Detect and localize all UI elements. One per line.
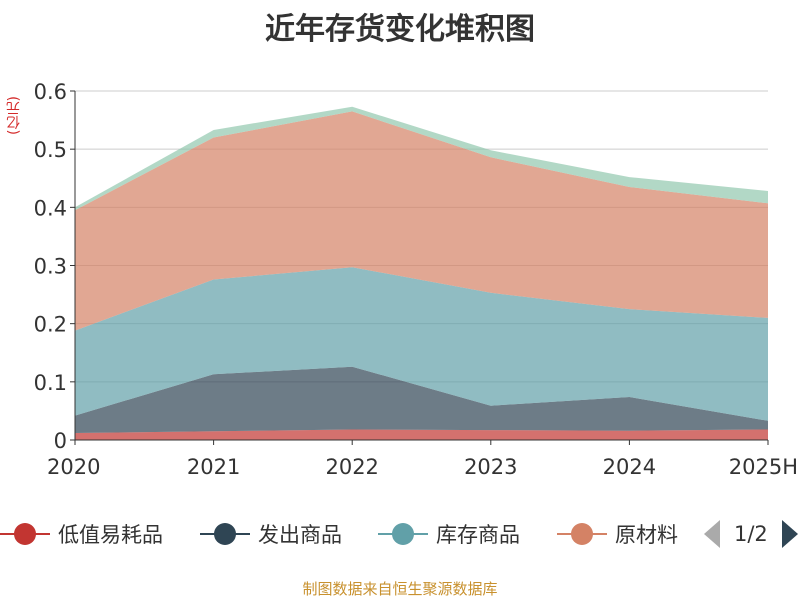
area-series-3 <box>75 111 768 331</box>
legend-label: 原材料 <box>615 523 678 547</box>
legend-marker-icon <box>557 522 607 546</box>
area-series-2 <box>75 267 768 421</box>
legend-item[interactable]: 库存商品 <box>378 512 520 556</box>
legend-marker-icon <box>0 522 50 546</box>
y-tick-label: 0.2 <box>34 313 67 337</box>
legend-page-indicator: 1/2 <box>734 522 768 546</box>
chart-title: 近年存货变化堆积图 <box>265 12 535 47</box>
axes <box>70 90 769 445</box>
y-tick-label: 0.6 <box>34 80 67 104</box>
legend-prev-arrow-icon[interactable] <box>704 520 720 548</box>
x-tick-label: 2024 <box>603 455 656 479</box>
y-tick-label: 0.4 <box>34 196 67 220</box>
area-series <box>75 106 768 440</box>
legend-item[interactable]: 原材料 <box>557 512 678 556</box>
legend-item[interactable]: 发出商品 <box>200 512 342 556</box>
legend-marker-icon <box>378 522 428 546</box>
legend-label: 库存商品 <box>436 523 520 547</box>
y-tick-label: 0 <box>54 429 67 453</box>
legend-marker-icon <box>200 522 250 546</box>
y-tick-label: 0.1 <box>34 371 67 395</box>
x-tick-label: 2022 <box>325 455 378 479</box>
legend-next-arrow-icon[interactable] <box>781 520 798 548</box>
area-series-1 <box>75 366 768 433</box>
legend: 低值易耗品 发出商品 库存商品 原材料 <box>0 512 800 556</box>
x-tick-labels: 2020 2021 2022 2023 2024 2025H <box>47 455 798 479</box>
legend-item[interactable]: 低值易耗品 <box>0 512 163 556</box>
y-tick-label: 0.5 <box>34 138 67 162</box>
source-note: 制图数据来自恒生聚源数据库 <box>302 580 498 598</box>
stacked-area-chart: 0 0.1 0.2 0.3 0.4 0.5 0.6 2020 2021 2022 2023 2024… <box>34 80 798 479</box>
legend-pager: 1/2 <box>700 512 800 556</box>
x-tick-label: 2025H <box>729 455 798 479</box>
y-tick-label: 0.3 <box>34 255 67 279</box>
legend-label: 发出商品 <box>258 523 342 547</box>
y-tick-labels: 0 0.1 0.2 0.3 0.4 0.5 0.6 <box>34 80 67 453</box>
area-series-0 <box>75 429 768 440</box>
legend-label: 低值易耗品 <box>58 523 163 547</box>
x-tick-label: 2023 <box>464 455 517 479</box>
x-tick-label: 2021 <box>187 455 240 479</box>
x-tick-label: 2020 <box>47 455 100 479</box>
